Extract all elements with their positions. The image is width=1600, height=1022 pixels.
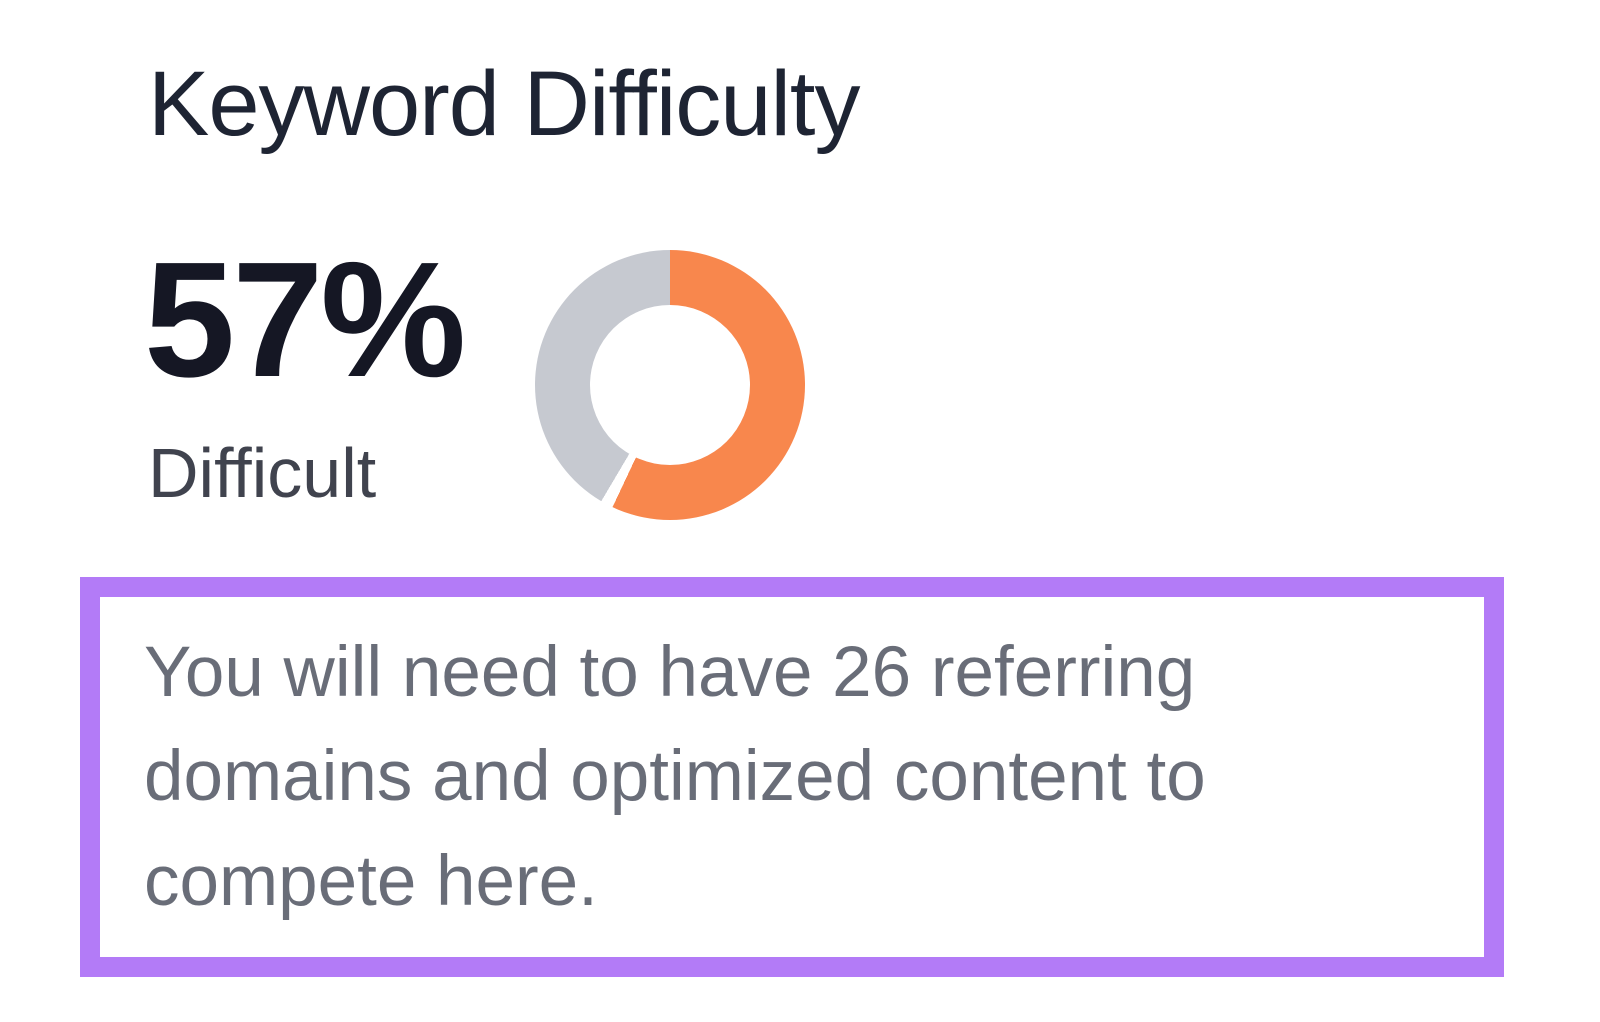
difficulty-percent-value: 57% [144,228,466,411]
highlight-annotation-box: You will need to have 26 referring domai… [80,577,1504,977]
difficulty-description: You will need to have 26 referring domai… [144,633,1206,921]
difficulty-donut-chart [535,250,805,520]
widget-title: Keyword Difficulty [148,53,860,155]
difficulty-level-label: Difficult [148,434,377,512]
